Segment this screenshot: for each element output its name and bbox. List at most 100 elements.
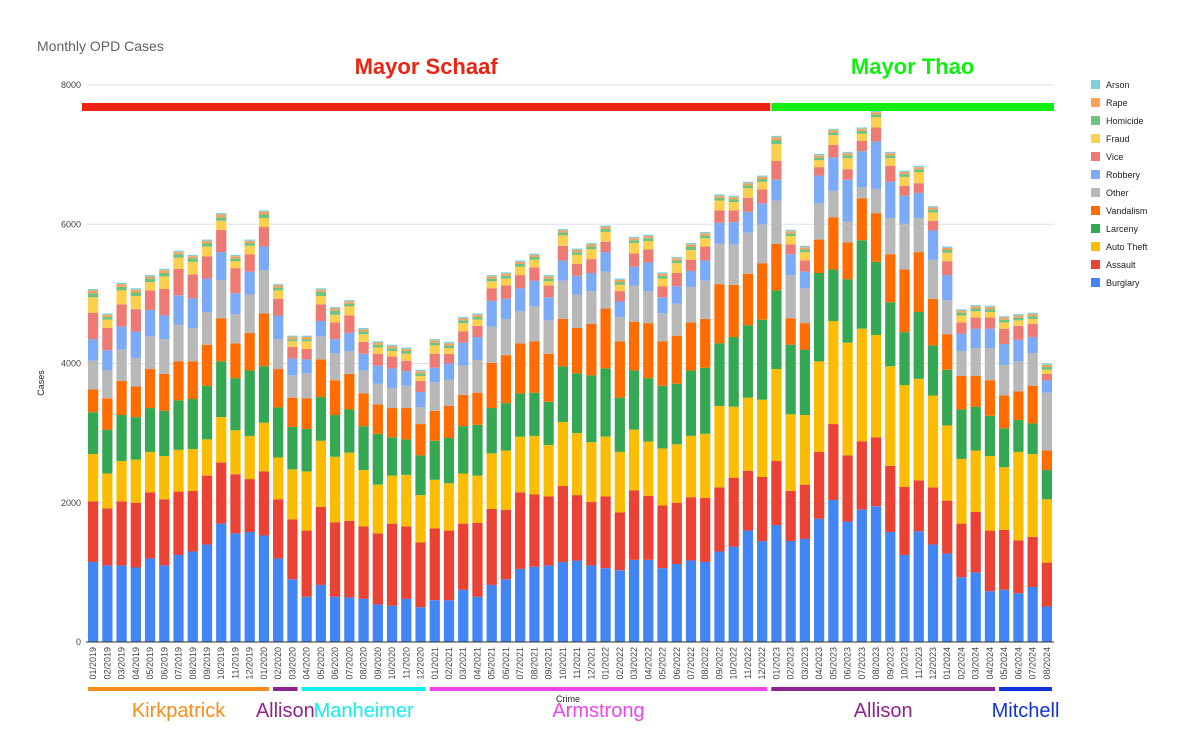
bar-assault-11/2023 (913, 480, 924, 532)
bar-stack-12/2022 (757, 175, 768, 642)
chief-bar-0 (88, 687, 270, 691)
bar-robbery-03/2021 (458, 342, 469, 366)
bar-other-09/2022 (714, 243, 725, 285)
bar-stack-04/2023 (813, 153, 825, 642)
bar-larceny-06/2022 (671, 383, 682, 445)
bar-vandalism-12/2021 (586, 323, 597, 376)
bar-robbery-03/2019 (116, 326, 127, 350)
bar-vice-05/2023 (828, 144, 839, 158)
bar-vice-02/2021 (443, 353, 455, 364)
bar-auto-theft-06/2019 (159, 456, 170, 500)
bar-larceny-08/2021 (529, 392, 540, 436)
bar-larceny-10/2021 (557, 366, 569, 422)
bar-assault-12/2023 (927, 487, 939, 545)
bar-stack-03/2022 (628, 236, 640, 642)
bar-vandalism-01/2020 (258, 313, 270, 367)
x-tick-label-08/2020: 08/2020 (359, 647, 369, 680)
bar-rape-01/2019 (87, 290, 99, 294)
x-tick-label-01/2024: 01/2024 (942, 647, 952, 680)
bar-stack-03/2019 (116, 282, 127, 642)
bar-other-04/2024 (984, 348, 996, 381)
legend-item-burglary: Burglary (1091, 278, 1140, 288)
legend-swatch-assault (1091, 260, 1100, 269)
bar-arson-04/2019 (130, 288, 141, 290)
bar-larceny-05/2020 (315, 396, 327, 441)
bar-auto-theft-01/2022 (600, 436, 611, 497)
bar-robbery-09/2019 (201, 278, 213, 312)
bar-larceny-02/2024 (956, 409, 967, 459)
bar-robbery-09/2023 (885, 181, 896, 218)
bar-robbery-03/2024 (970, 328, 981, 349)
bar-larceny-06/2023 (842, 279, 853, 343)
x-tick-label-12/2023: 12/2023 (928, 647, 938, 680)
bar-fraud-06/2021 (500, 278, 512, 286)
bar-auto-theft-09/2019 (201, 439, 213, 476)
y-tick-label-6000: 6000 (61, 219, 81, 229)
bar-burglary-11/2023 (913, 531, 924, 642)
mayor-label-mayor-schaaf: Mayor Schaaf (355, 54, 499, 79)
bar-assault-12/2021 (586, 502, 597, 566)
x-tick-label-06/2022: 06/2022 (672, 647, 682, 680)
bar-fraud-03/2021 (458, 323, 469, 332)
bar-vandalism-12/2023 (927, 298, 939, 346)
bar-burglary-04/2021 (472, 596, 483, 642)
bar-homicide-04/2023 (813, 157, 825, 161)
bar-other-09/2020 (372, 383, 383, 405)
bar-larceny-12/2019 (244, 370, 255, 436)
bar-stack-11/2021 (571, 248, 583, 642)
bar-arson-10/2023 (899, 170, 910, 173)
bar-other-08/2024 (1041, 392, 1053, 451)
bar-vandalism-09/2020 (372, 404, 383, 434)
bar-stack-03/2024 (970, 305, 981, 643)
bar-fraud-10/2023 (899, 176, 910, 186)
bar-burglary-01/2022 (600, 568, 611, 642)
bar-larceny-01/2024 (942, 369, 953, 426)
bar-vandalism-08/2021 (529, 341, 540, 393)
bar-fraud-11/2023 (913, 172, 924, 184)
bar-assault-10/2022 (728, 477, 739, 547)
bar-burglary-06/2023 (842, 521, 853, 642)
bar-arson-12/2023 (927, 206, 939, 208)
bar-burglary-07/2022 (685, 560, 697, 642)
bar-fraud-04/2019 (130, 295, 141, 310)
bar-homicide-03/2022 (628, 240, 640, 244)
bar-burglary-05/2024 (999, 589, 1010, 642)
bar-rape-02/2024 (956, 310, 967, 313)
bar-vandalism-03/2023 (799, 323, 811, 350)
bar-robbery-06/2024 (1013, 339, 1024, 362)
bar-vandalism-01/2022 (600, 308, 611, 369)
bar-vandalism-10/2020 (386, 408, 398, 438)
bar-arson-08/2022 (700, 231, 711, 234)
bar-fraud-05/2020 (315, 295, 327, 305)
bar-burglary-04/2023 (813, 518, 825, 642)
bar-larceny-11/2021 (571, 373, 583, 434)
bar-auto-theft-11/2022 (742, 397, 754, 471)
x-tick-label-02/2024: 02/2024 (956, 647, 966, 680)
bar-robbery-04/2023 (813, 175, 825, 204)
bar-rape-03/2019 (116, 284, 127, 287)
legend-swatch-robbery (1091, 170, 1100, 179)
bar-fraud-06/2023 (842, 158, 853, 170)
bar-burglary-06/2019 (159, 565, 170, 642)
bar-auto-theft-03/2020 (287, 469, 298, 520)
bar-assault-08/2024 (1041, 562, 1053, 607)
bar-fraud-04/2020 (301, 341, 312, 349)
bar-burglary-03/2023 (799, 538, 811, 642)
bar-assault-11/2022 (742, 470, 754, 531)
bar-fraud-08/2019 (187, 261, 198, 275)
bar-burglary-05/2020 (315, 584, 327, 642)
bar-robbery-05/2023 (828, 157, 839, 191)
mayor-bar-mayor-thao (771, 103, 1054, 111)
bar-burglary-04/2019 (130, 567, 141, 642)
bar-stack-02/2021 (443, 341, 455, 642)
x-tick-label-09/2023: 09/2023 (885, 647, 895, 680)
bar-other-07/2022 (685, 286, 697, 323)
bar-fraud-07/2021 (515, 266, 526, 276)
bar-rape-06/2023 (842, 153, 853, 156)
legend-label-fraud: Fraud (1106, 134, 1130, 144)
bar-stack-12/2020 (415, 369, 426, 642)
bar-larceny-08/2019 (187, 399, 198, 450)
x-tick-label-04/2019: 04/2019 (131, 647, 141, 680)
x-tick-label-02/2019: 02/2019 (102, 647, 112, 680)
